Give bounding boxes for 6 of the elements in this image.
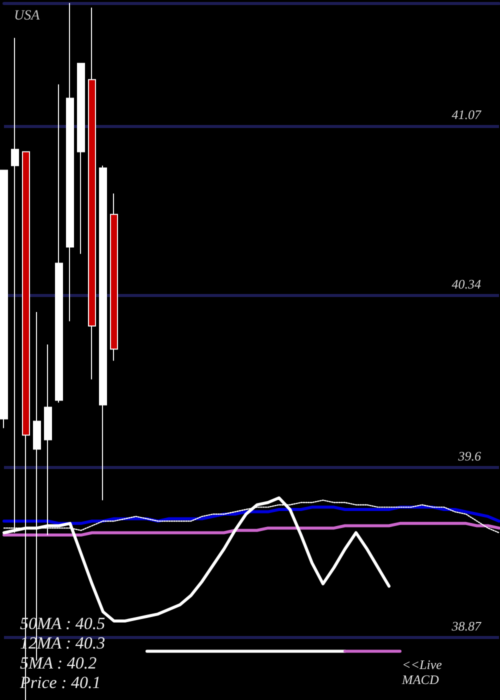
annotation: <<Live MACD <box>401 657 446 687</box>
y-tick-label: 41.07 <box>452 107 482 122</box>
y-tick-label: 38.87 <box>450 618 482 634</box>
y-tick-label: 40.34 <box>452 276 482 292</box>
chart-title: USA <box>14 8 40 24</box>
y-tick-label: 39.6 <box>457 448 482 464</box>
